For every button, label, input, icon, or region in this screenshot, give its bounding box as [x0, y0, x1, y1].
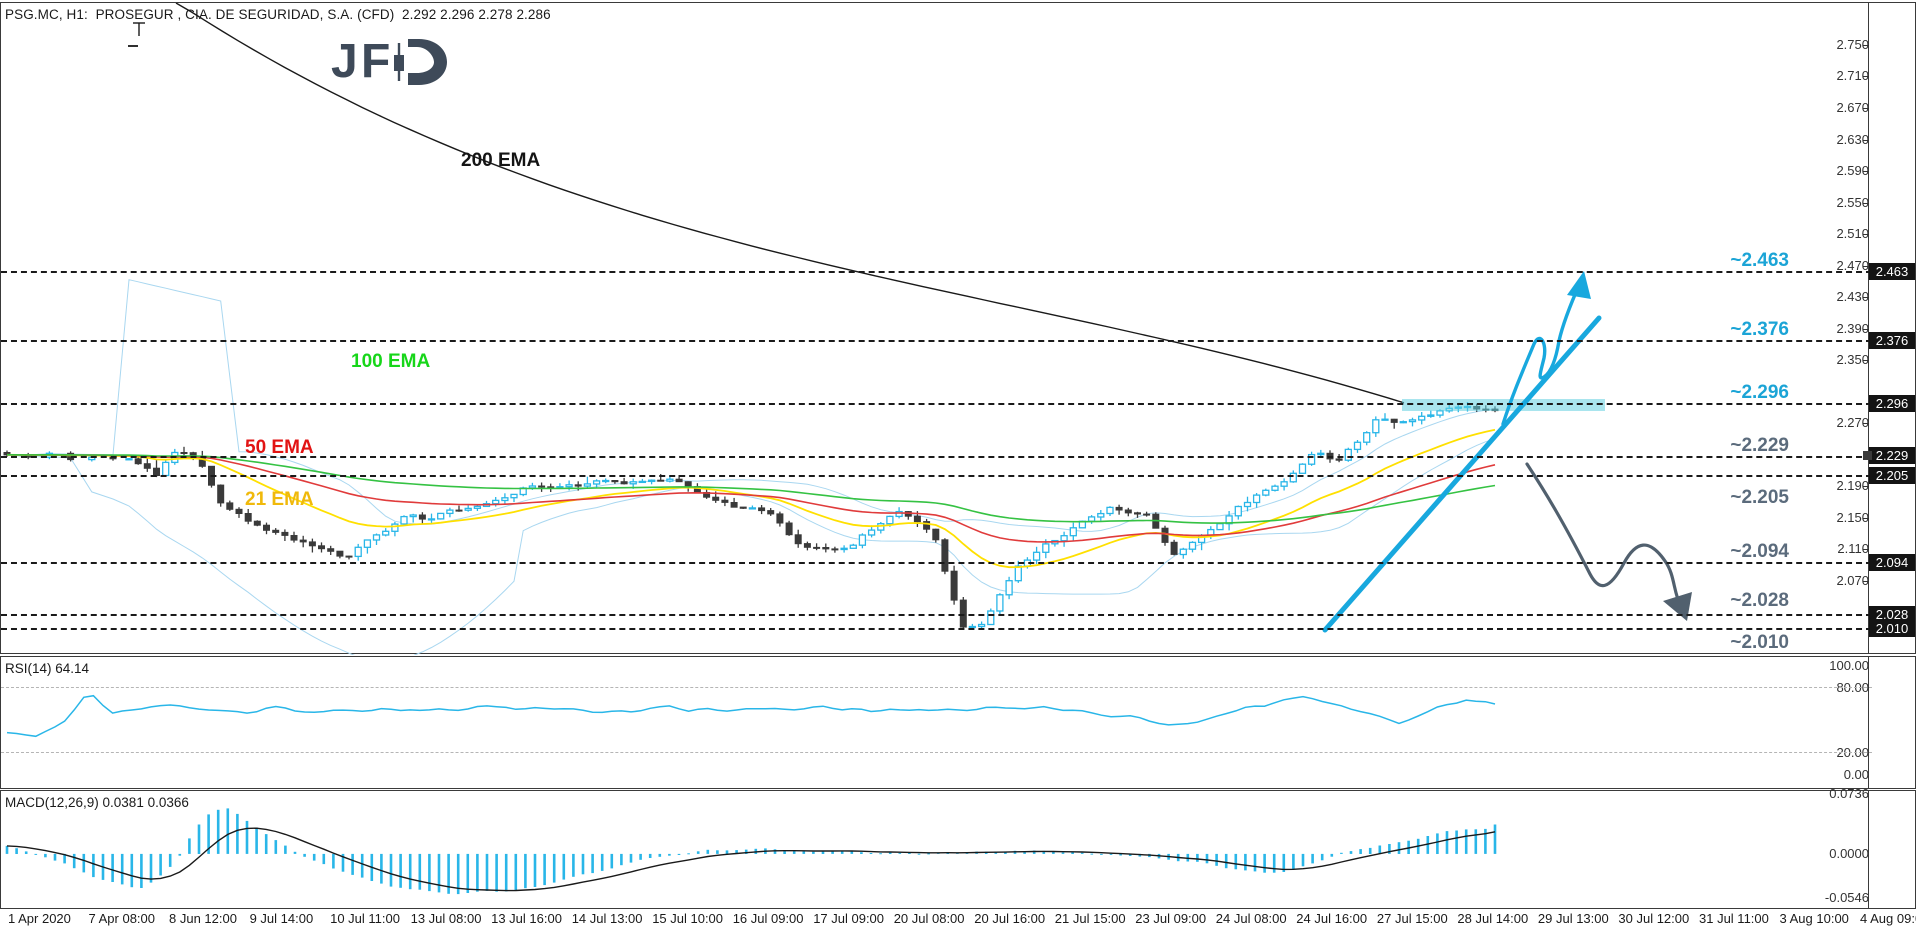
svg-text:200 EMA: 200 EMA	[461, 150, 540, 171]
svg-text:21 EMA: 21 EMA	[245, 489, 314, 510]
svg-text:100 EMA: 100 EMA	[351, 351, 430, 372]
